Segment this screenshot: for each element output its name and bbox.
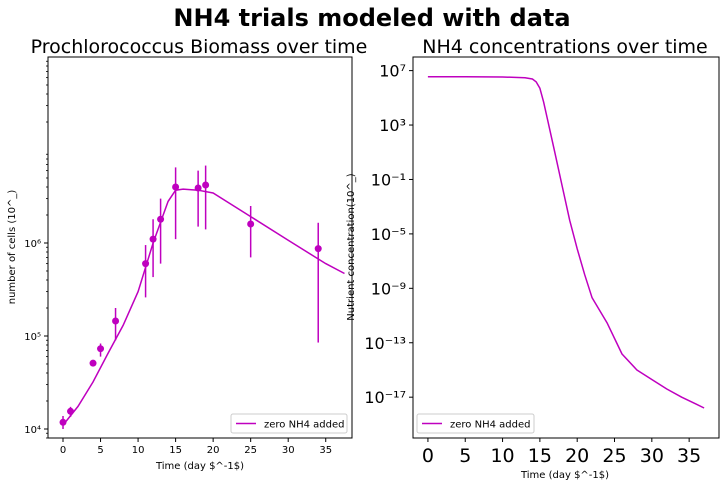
biomass-chart-title: Prochlorococcus Biomass over time [31,36,368,58]
biomass-data-point [194,184,202,192]
nh4-y-tick-label: 10⁻⁵ [371,225,406,244]
biomass-y-axis-label: number of cells (10^_) [7,190,18,305]
biomass-x-tick-label: 10 [132,445,145,456]
nh4-y-tick-label: 10⁻⁹ [371,279,406,298]
nh4-y-tick-label: 10⁻¹⁷ [364,388,406,407]
biomass-x-tick-label: 5 [97,445,103,456]
nh4-y-tick-label: 10⁻¹ [371,170,406,189]
nh4-y-tick-label: 10⁷ [379,62,406,81]
biomass-data-point [157,215,165,223]
nh4-legend-box [416,413,535,434]
nh4-plot-area [412,56,720,439]
biomass-x-tick-label: 30 [282,445,295,456]
nh4-x-axis-label: Time (day $^-1$) [520,470,609,481]
nh4-legend-label: zero NH4 added [450,420,530,431]
biomass-data-point [172,183,180,191]
biomass-data-point [247,220,255,228]
biomass-data-point [314,245,322,253]
biomass-data-point [149,235,157,243]
biomass-x-tick-label: 20 [207,445,220,456]
biomass-chart: Prochlorococcus Biomass over time 0 5 10 15… [7,36,367,472]
nh4-chart: NH4 concentrations over time 0 5 10 15 20 25 3… [346,36,720,481]
nh4-concentration-line [427,76,705,409]
nh4-x-tick-label: 35 [677,445,701,467]
biomass-data-point [67,407,75,415]
nh4-x-tick-label: 15 [528,445,552,467]
biomass-model-line [62,188,345,426]
biomass-legend-label: zero NH4 added [264,420,344,431]
nh4-chart-title: NH4 concentrations over time [422,36,708,58]
biomass-y-tick-label: 10⁵ [24,332,41,343]
biomass-data-point [59,418,67,426]
nh4-y-tick-label: 10⁻¹³ [364,334,406,353]
nh4-x-tick-label: 5 [459,445,471,467]
nh4-x-tick-label: 30 [640,445,664,467]
biomass-legend: zero NH4 added [230,413,348,434]
nh4-x-tick-label: 25 [602,445,626,467]
nh4-x-tick-label: 0 [422,445,434,467]
biomass-x-tick-label: 35 [319,445,332,456]
biomass-y-tick-label: 10⁴ [24,425,41,436]
biomass-x-tick-label: 25 [244,445,257,456]
biomass-data-point [112,317,120,325]
nh4-y-axis-label: Nutrient concentration(10^_) [346,173,357,320]
biomass-legend-box [230,413,348,434]
biomass-data-point [202,181,210,189]
biomass-data-point [97,345,105,353]
biomass-x-tick-label: 15 [169,445,182,456]
nh4-legend: zero NH4 added [416,413,535,434]
biomass-data-point [89,359,97,367]
biomass-data-point [142,260,150,268]
nh4-x-tick-label: 20 [565,445,589,467]
biomass-x-tick-label: 0 [60,445,66,456]
figure-title: NH4 trials modeled with data [173,4,570,32]
biomass-y-tick-label: 10⁶ [24,239,41,250]
nh4-x-tick-label: 10 [490,445,514,467]
nh4-y-tick-label: 10³ [379,116,406,135]
biomass-x-axis-label: Time (day $^-1$) [155,461,244,472]
biomass-plot-area [47,56,353,439]
